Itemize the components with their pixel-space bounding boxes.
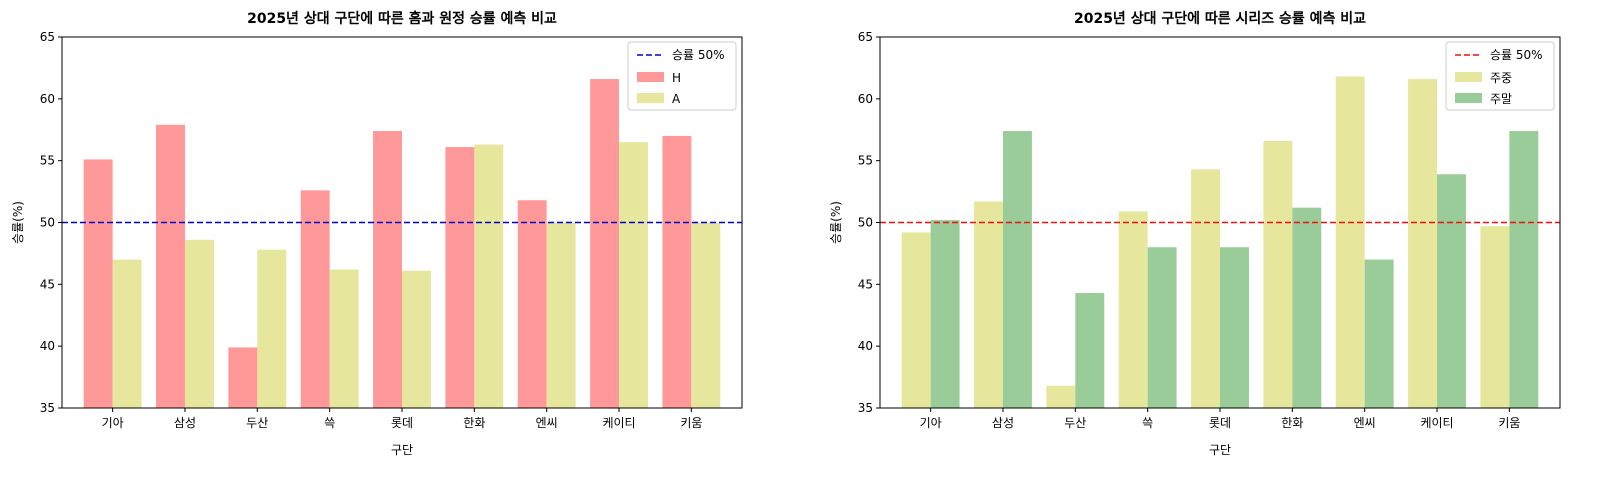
bar-A-쓱: [329, 269, 359, 408]
x-tick-label: 키움: [680, 416, 702, 430]
y-tick-label: 55: [40, 154, 55, 168]
chart-title: 2025년 상대 구단에 따른 홈과 원정 승률 예측 비교: [247, 10, 557, 27]
legend-label: A: [672, 92, 681, 106]
bar-주말-키움: [1509, 130, 1539, 408]
y-tick-label: 45: [858, 277, 873, 291]
legend: 승률 50% HA: [627, 41, 737, 111]
bar-A-키움: [691, 222, 721, 408]
bar-H-삼성: [156, 124, 185, 408]
bar-주말-케이티: [1437, 174, 1466, 408]
bar-주중-케이티: [1408, 79, 1438, 409]
x-tick-label: 두산: [246, 416, 268, 430]
y-axis-label: 승률(%): [829, 201, 843, 244]
x-tick-label: 기아: [102, 416, 124, 430]
bar-주중-키움: [1480, 226, 1510, 408]
bar-A-케이티: [619, 142, 648, 408]
x-axis-label: 구단: [1209, 443, 1231, 457]
bar-주말-삼성: [1002, 130, 1032, 408]
y-tick-label: 65: [40, 30, 55, 44]
legend-label: 주말: [1490, 92, 1512, 106]
bar-주말-두산: [1075, 292, 1105, 408]
bar-A-삼성: [184, 239, 214, 408]
x-tick-label: 롯데: [391, 416, 413, 430]
y-tick-label: 40: [858, 339, 873, 353]
legend-swatch-주말: [1455, 93, 1482, 103]
legend-swatch-주중: [1455, 72, 1482, 82]
y-tick-label: 50: [40, 216, 55, 230]
legend-label: 승률 50%: [672, 48, 725, 62]
chart-title: 2025년 상대 구단에 따른 시리즈 승률 예측 비교: [1074, 10, 1366, 27]
x-tick-label: 두산: [1064, 416, 1086, 430]
bar-A-엔씨: [546, 222, 576, 408]
y-tick-label: 45: [40, 277, 55, 291]
bar-H-엔씨: [517, 200, 547, 408]
x-tick-label: 엔씨: [536, 416, 558, 430]
bar-주중-한화: [1263, 140, 1293, 408]
bar-H-두산: [228, 347, 258, 408]
x-tick-label: 한화: [463, 416, 485, 430]
bar-H-키움: [662, 135, 692, 408]
y-tick-label: 40: [40, 339, 55, 353]
x-axis-label: 구단: [391, 443, 413, 457]
x-tick-label: 기아: [920, 416, 942, 430]
bar-H-롯데: [373, 130, 402, 408]
y-tick-label: 35: [40, 401, 55, 415]
x-tick-label: 롯데: [1209, 416, 1231, 430]
bar-주중-쓱: [1118, 211, 1148, 408]
x-tick-label: 쓱: [324, 416, 335, 430]
bar-주중-롯데: [1191, 169, 1220, 408]
chart-1: 35 40 45 50 55 60 65 기아 삼성 두산 쓱 롯데 한화 엔씨 케이티 키움 2025년 상대…: [11, 10, 743, 457]
bar-주말-엔씨: [1364, 259, 1394, 408]
bar-주중-삼성: [974, 201, 1003, 408]
x-tick-label: 케이티: [1420, 416, 1453, 430]
legend-label: 승률 50%: [1490, 48, 1543, 62]
bar-H-케이티: [590, 79, 620, 409]
y-tick-label: 65: [858, 30, 873, 44]
bar-주중-두산: [1046, 385, 1076, 408]
x-tick-label: 키움: [1498, 416, 1520, 430]
chart-2: 35 40 45 50 55 60 65 기아 삼성 두산 쓱 롯데 한화 엔씨 케이티 키움 2025년 상대…: [829, 10, 1561, 457]
x-tick-label: 케이티: [602, 416, 635, 430]
x-tick-label: 한화: [1281, 416, 1303, 430]
bar-주말-한화: [1292, 207, 1322, 408]
bar-주말-쓱: [1147, 247, 1177, 408]
legend-swatch-H: [637, 72, 664, 82]
x-tick-label: 엔씨: [1354, 416, 1376, 430]
bar-H-기아: [83, 159, 113, 408]
legend-label: 주중: [1490, 71, 1512, 85]
x-tick-label: 쓱: [1142, 416, 1153, 430]
x-tick-label: 삼성: [174, 416, 196, 430]
bar-A-두산: [257, 249, 287, 408]
bar-H-쓱: [300, 190, 330, 408]
legend-swatch-A: [637, 93, 664, 103]
y-tick-label: 60: [40, 92, 55, 106]
bar-H-한화: [445, 147, 475, 408]
bar-A-기아: [112, 259, 142, 408]
bar-주중-기아: [901, 232, 931, 408]
bar-주말-기아: [930, 220, 960, 408]
bar-A-한화: [474, 144, 504, 408]
bar-A-롯데: [402, 270, 431, 408]
y-tick-label: 60: [858, 92, 873, 106]
bar-주말-롯데: [1220, 247, 1249, 408]
legend-label: H: [672, 71, 681, 85]
y-tick-label: 50: [858, 216, 873, 230]
x-tick-label: 삼성: [992, 416, 1014, 430]
y-tick-label: 55: [858, 154, 873, 168]
bar-주중-엔씨: [1335, 76, 1365, 408]
y-axis-label: 승률(%): [11, 201, 25, 244]
y-tick-label: 35: [858, 401, 873, 415]
